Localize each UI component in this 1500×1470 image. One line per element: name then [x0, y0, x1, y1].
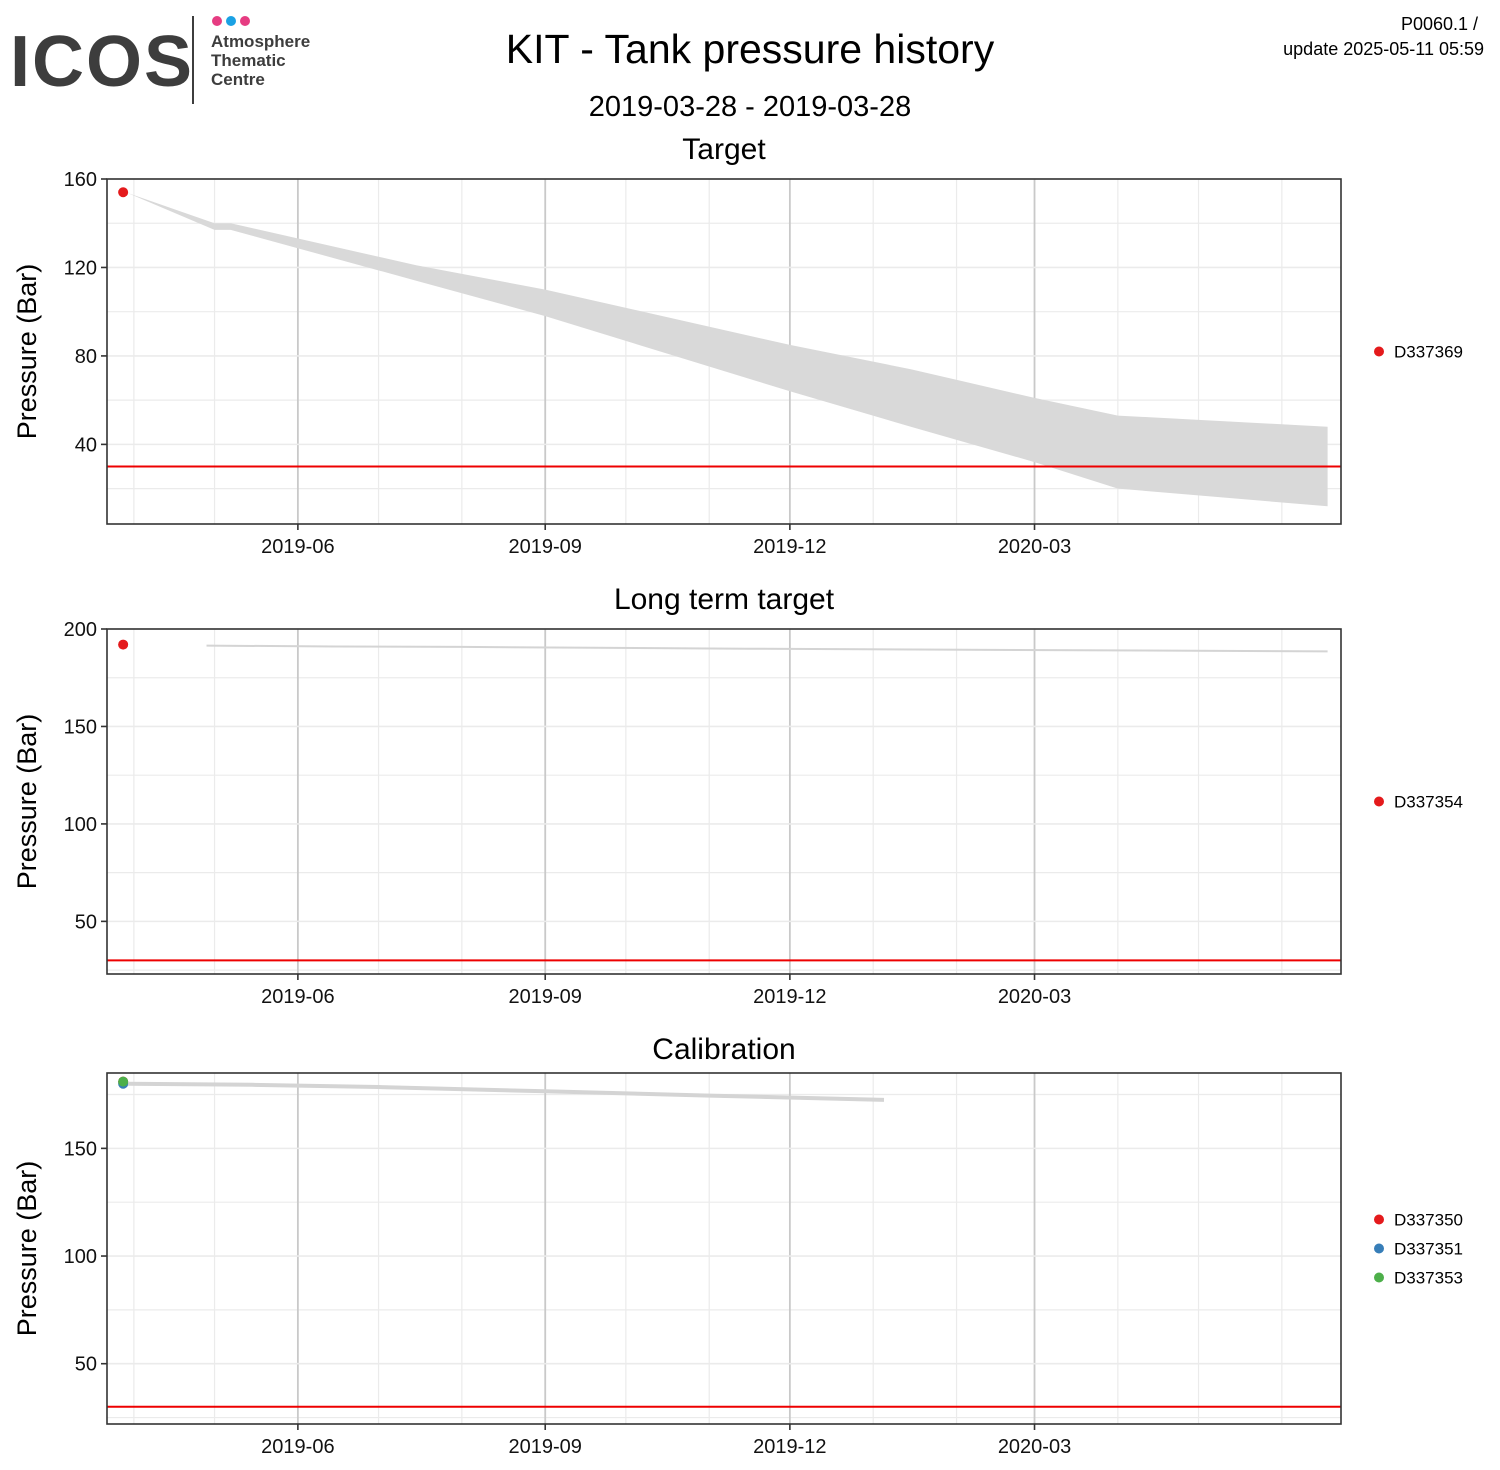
logo-dot-2	[226, 16, 236, 26]
x-tick-label: 2019-09	[509, 986, 582, 1008]
data-point-d337353	[118, 1076, 129, 1087]
logo-dot-3	[240, 16, 250, 26]
data-point-d337369	[118, 187, 129, 198]
plot-panel-border	[106, 628, 1342, 975]
update-timestamp: update 2025-05-11 05:59	[1283, 39, 1484, 59]
legend-key-d337351	[1374, 1243, 1384, 1254]
x-tick-label: 2020-03	[998, 986, 1071, 1008]
legend-key-d337369	[1374, 346, 1384, 357]
logo-sub-line-3: Centre	[211, 70, 265, 89]
date-range-subtitle: 2019-03-28 - 2019-03-28	[588, 91, 912, 123]
legend-key-d337353	[1374, 1272, 1384, 1283]
legend-label: D337351	[1394, 1240, 1463, 1259]
x-tick-label: 2019-06	[261, 986, 334, 1008]
legend-label: D337369	[1394, 343, 1463, 362]
chart-title: Calibration	[652, 1033, 795, 1066]
y-tick-label: 150	[64, 716, 97, 738]
x-tick-label: 2019-06	[261, 1436, 334, 1458]
legend-key-d337354	[1374, 796, 1384, 807]
chart-title: Long term target	[614, 583, 835, 616]
chart-title: Target	[682, 133, 766, 166]
plot-panel-border	[106, 1072, 1342, 1425]
plot-panel-border	[106, 178, 1342, 525]
legend-key-d337350	[1374, 1214, 1384, 1225]
y-tick-label: 100	[64, 814, 97, 836]
y-axis-label: Pressure (Bar)	[12, 264, 42, 440]
y-tick-label: 150	[64, 1138, 97, 1160]
chart-panel-1: Target 40 80 120 160 2019-06 2019-09 2019-12 202…	[12, 133, 1463, 558]
y-tick-label: 50	[75, 1354, 97, 1376]
chart-panel-2: Long term target 50 100 150 200 2019-06 2019-0…	[12, 583, 1463, 1008]
x-tick-label: 2019-09	[509, 536, 582, 558]
y-tick-label: 50	[75, 911, 97, 933]
y-tick-label: 80	[75, 346, 97, 368]
x-tick-label: 2019-12	[753, 1436, 826, 1458]
y-axis-label: Pressure (Bar)	[12, 714, 42, 890]
x-tick-label: 2019-06	[261, 536, 334, 558]
legend-label: D337354	[1394, 793, 1463, 812]
y-tick-label: 40	[75, 434, 97, 456]
page-title: KIT - Tank pressure history	[505, 26, 995, 72]
pressure-trace	[125, 1081, 885, 1102]
y-tick-label: 100	[64, 1246, 97, 1268]
product-code: P0060.1 /	[1400, 14, 1478, 34]
pressure-range-band	[125, 192, 1328, 507]
y-tick-label: 160	[64, 169, 97, 191]
legend-label: D337350	[1394, 1211, 1463, 1230]
logo-sub-line-1: Atmosphere	[211, 32, 311, 51]
data-point-d337354	[118, 639, 129, 650]
logo-sub-line-2: Thematic	[211, 51, 286, 70]
icos-logo: ICOS Atmosphere Thematic Centre	[10, 12, 330, 107]
y-tick-label: 200	[64, 619, 97, 641]
logo-divider	[192, 16, 194, 104]
chart-panel-3: Calibration 50 100 150 2019-06 2019-09 2019-12…	[12, 1033, 1463, 1458]
x-tick-label: 2019-12	[753, 536, 826, 558]
x-tick-label: 2019-09	[509, 1436, 582, 1458]
legend-label: D337353	[1394, 1269, 1463, 1288]
pressure-trace	[206, 644, 1328, 653]
logo-wordmark: ICOS	[10, 22, 195, 102]
x-tick-label: 2020-03	[998, 536, 1071, 558]
x-tick-label: 2019-12	[753, 986, 826, 1008]
y-tick-label: 120	[64, 257, 97, 279]
logo-dot-1	[212, 16, 222, 26]
x-tick-label: 2020-03	[998, 1436, 1071, 1458]
y-axis-label: Pressure (Bar)	[12, 1161, 42, 1337]
